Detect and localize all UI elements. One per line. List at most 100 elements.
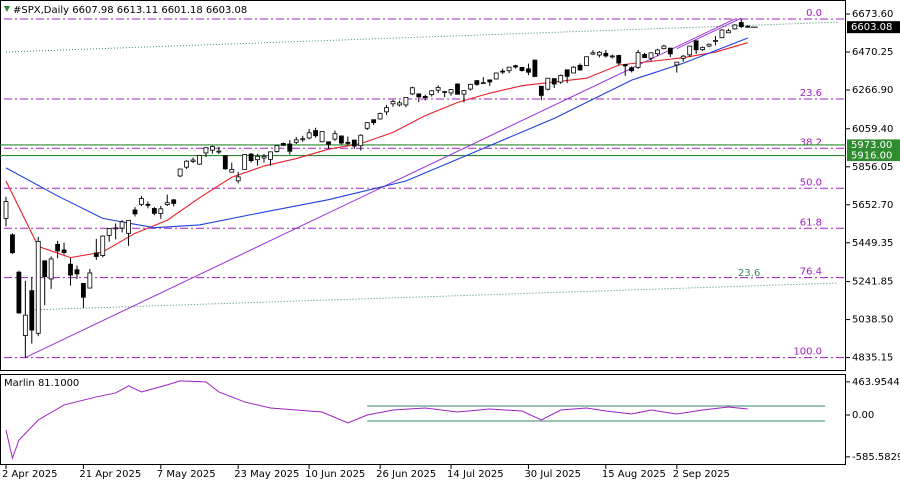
x-tick-label: 26 Jun 2025 [376,469,436,480]
candle-body [532,59,538,77]
osc-tick-label: 0.00 [852,410,874,421]
level-box [847,139,900,151]
candle-body [416,93,422,98]
candle-body [351,139,357,147]
candle-body [629,67,635,72]
candle-body [726,30,731,34]
main-frame [0,0,846,371]
candle-body [390,101,396,105]
candle-body [603,52,609,57]
candle-body [487,79,493,83]
candle-body [584,56,589,67]
candle-body [184,160,190,168]
y-tick-label: 5856.05 [852,162,893,173]
candle-body [461,90,467,95]
y-tick-label: 6266.90 [852,85,893,96]
candle-body [61,249,67,253]
candle-body [442,91,448,93]
candle-body [293,139,299,143]
candle-body [384,107,389,113]
candle-body [235,176,241,182]
x-tick-label: 23 May 2025 [234,469,299,480]
candle-body [397,102,402,106]
candle-body [422,95,428,99]
y-tick-label: 6470.25 [852,47,893,58]
candle-body [590,52,596,55]
y-tick-label: 5449.35 [852,238,893,249]
candle-body [35,240,41,334]
candle-body [616,55,622,64]
x-tick-label: 21 Apr 2025 [79,469,141,480]
candle-body [551,78,557,85]
candle-body [268,151,273,160]
candle-body [229,169,235,173]
osc-title: Marlin 81.1000 [4,378,79,389]
moving-average [5,37,748,229]
candle-body [10,234,15,254]
candle-body [577,64,583,71]
candle-body [177,168,183,177]
osc-tick-label: 463.9544 [852,377,900,388]
candle-body [55,243,60,252]
candle-body [145,203,151,206]
candle-body [474,80,480,85]
candle-body [635,52,641,68]
x-tick-label: 7 May 2025 [157,469,216,480]
candle-body [345,141,351,144]
candle-body [306,132,312,139]
candle-body [209,146,215,151]
x-tick-label: 10 Jun 2025 [305,469,365,480]
candle-body [719,29,725,39]
fib-label: 0.0 [806,8,822,19]
candle-body [81,283,86,298]
candle-body [364,122,370,129]
candle-body [358,134,364,147]
candle-body [513,65,518,68]
fib-label: 23.6 [800,88,822,99]
candle-body [745,25,751,28]
candle-body [74,269,80,275]
candle-body [203,147,209,154]
candle-body [655,49,660,55]
candle-body [493,72,499,80]
candle-body [338,135,344,144]
trendline [676,17,742,50]
candle-body [332,133,338,140]
candle-body [313,130,319,137]
candle-body [119,221,125,229]
candle-body [151,208,157,214]
candle-body [126,220,131,234]
candle-body [68,263,73,276]
candle-body [738,22,744,28]
candle-body [371,119,377,124]
candle-body [22,314,28,336]
y-tick-label: 4835.15 [852,353,893,364]
candle-body [674,61,680,66]
candle-body [261,155,267,159]
candle-body [700,46,705,51]
candle-body [648,52,654,59]
candle-body [16,271,22,314]
candle-body [171,199,177,204]
candle-body [687,45,693,56]
candle-body [106,228,112,236]
candle-body [93,252,99,257]
osc-tick-label: -585.5829 [852,452,900,463]
candle-body [409,87,415,95]
price-label: 6603.08 [851,22,892,33]
candle-body [506,66,512,72]
y-tick-label: 5652.70 [852,200,893,211]
candle-body [693,40,699,51]
candle-body [3,201,9,219]
candle-body [242,154,248,170]
candle-body [597,51,602,56]
trendline [31,282,839,311]
y-tick-label: 5038.50 [852,315,893,326]
fib-label: 100.0 [793,347,822,358]
candle-body [545,77,551,90]
candle-body [661,45,667,50]
candle-body [571,66,576,74]
candle-body [429,90,435,96]
candle-body [564,69,570,77]
